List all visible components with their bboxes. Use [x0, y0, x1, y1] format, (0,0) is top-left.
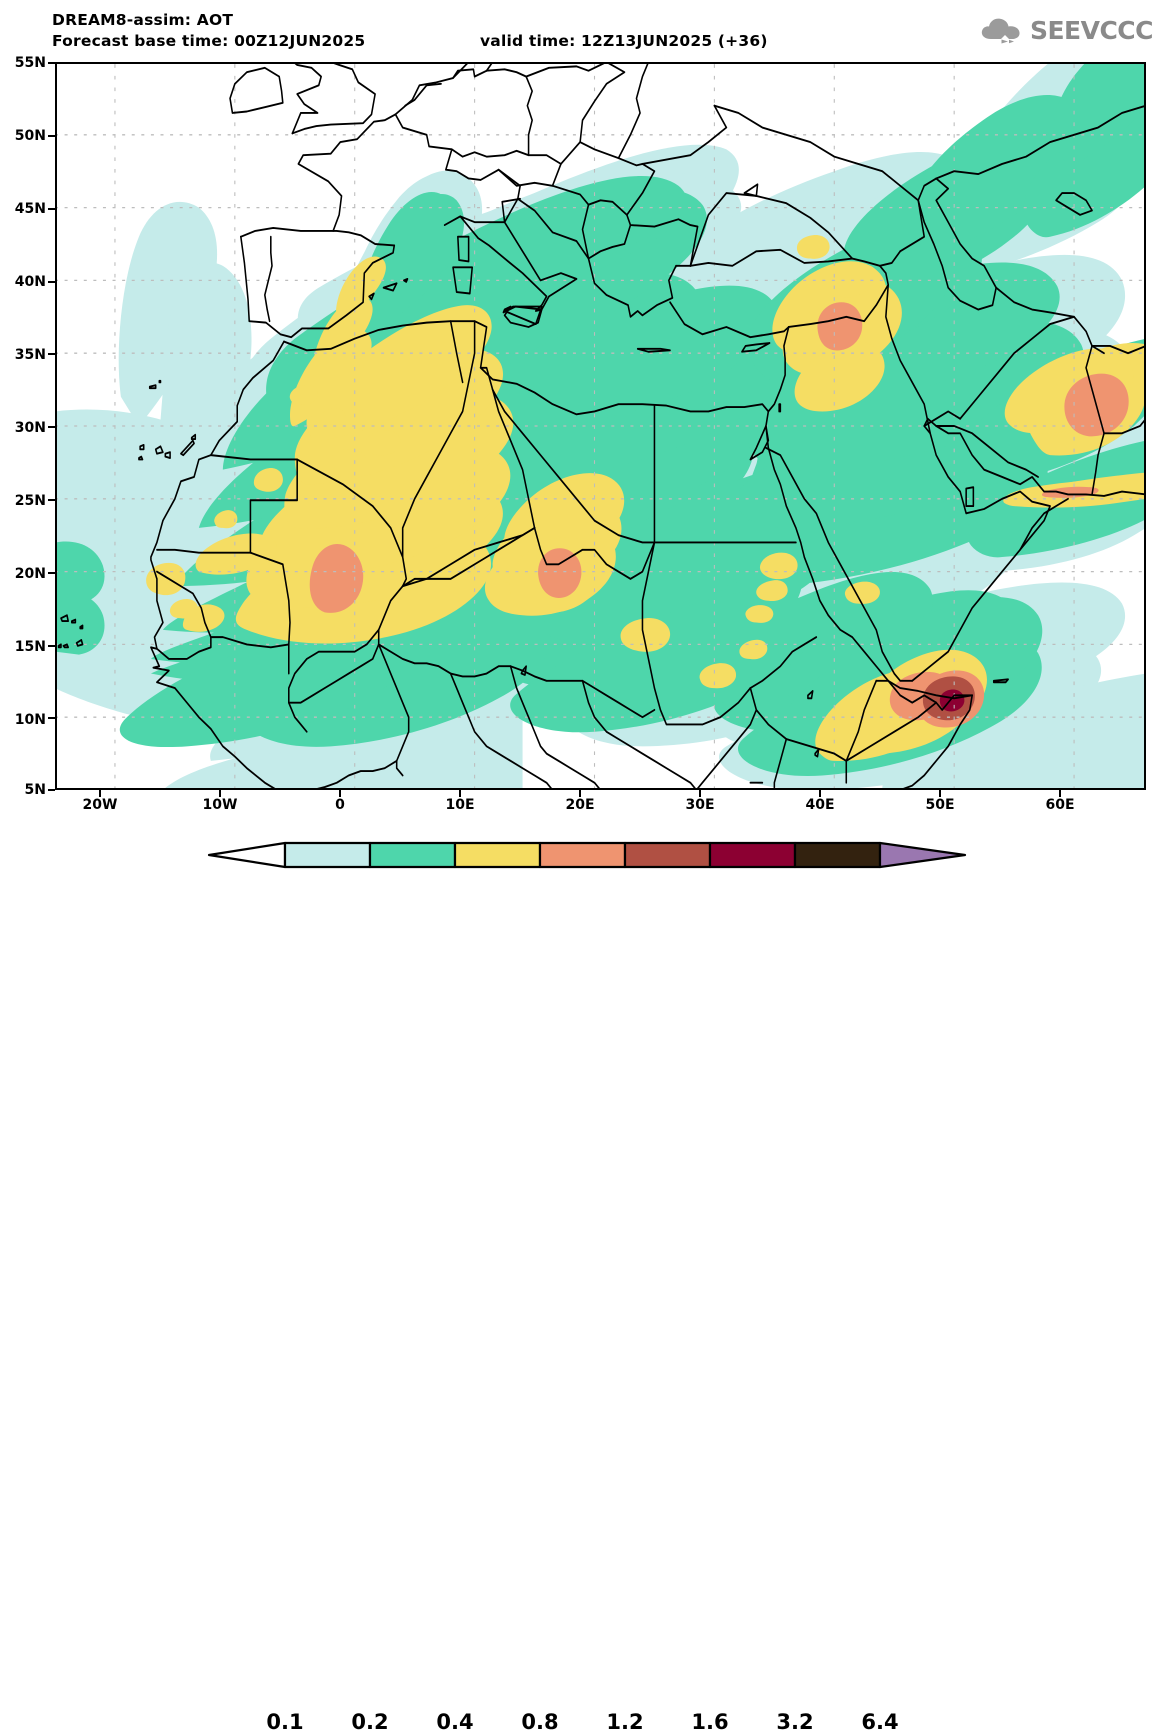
- y-tick-50N: [48, 135, 55, 137]
- colorbar-segment-0.4-0.8: [453, 841, 542, 869]
- colorbar-segment-under: [207, 841, 287, 869]
- y-tick-label-20N: 20N: [14, 566, 46, 582]
- map-coastlines: [57, 62, 1146, 790]
- x-tick-10W: [219, 790, 221, 797]
- x-tick-20W: [99, 790, 101, 797]
- colorbar[interactable]: 0.1 0.2 0.4 0.8 1.2 1.6 3.2 6.4: [207, 841, 967, 1734]
- map-gridlines: [55, 62, 1146, 790]
- x-tick-label-10E: 10E: [445, 797, 475, 813]
- logo-text: SEEVCCC: [1029, 15, 1154, 45]
- y-tick-label-55N: 55N: [14, 55, 46, 71]
- header: DREAM8-assim: AOT Forecast base time: 00…: [0, 0, 1165, 58]
- x-tick-10E: [459, 790, 461, 797]
- colorbar-tick-0.1: 0.1: [266, 1710, 304, 1734]
- x-tick-label-40E: 40E: [805, 797, 835, 813]
- x-tick-label-50E: 50E: [925, 797, 955, 813]
- cloud-icon: [981, 18, 1020, 44]
- colorbar-segment-0.1-0.2: [283, 841, 372, 869]
- y-tick-10N: [48, 717, 55, 719]
- x-tick-20E: [579, 790, 581, 797]
- y-tick-40N: [48, 281, 55, 283]
- colorbar-segment-0.2-0.4: [368, 841, 457, 869]
- colorbar-segment-3.2-6.4: [793, 841, 882, 869]
- y-tick-label-10N: 10N: [14, 712, 46, 728]
- colorbar-tick-1.6: 1.6: [691, 1710, 729, 1734]
- x-tick-label-10W: 10W: [202, 797, 238, 813]
- y-tick-label-35N: 35N: [14, 347, 46, 363]
- page-title: DREAM8-assim: AOT: [52, 11, 234, 29]
- x-tick-60E: [1059, 790, 1061, 797]
- colorbar-tick-3.2: 3.2: [776, 1710, 814, 1734]
- y-tick-30N: [48, 426, 55, 428]
- y-tick-label-45N: 45N: [14, 201, 46, 217]
- colorbar-segment-1.2-1.6: [623, 841, 712, 869]
- x-tick-40E: [819, 790, 821, 797]
- y-tick-label-5N: 5N: [24, 782, 46, 798]
- x-tick-0: [339, 790, 341, 797]
- y-tick-15N: [48, 645, 55, 647]
- x-tick-label-0: 0: [335, 797, 345, 813]
- valid-time-label: valid time: 12Z13JUN2025 (+36): [480, 32, 768, 50]
- map-canvas[interactable]: [55, 62, 1146, 790]
- x-tick-label-20E: 20E: [565, 797, 595, 813]
- x-tick-label-20W: 20W: [82, 797, 118, 813]
- x-tick-50E: [939, 790, 941, 797]
- colorbar-segment-1.6-3.2: [708, 841, 797, 869]
- forecast-base-time-label: Forecast base time: 00Z12JUN2025: [52, 32, 366, 50]
- y-tick-5N: [48, 789, 55, 791]
- colorbar-segment-0.8-1.2: [538, 841, 627, 869]
- colorbar-tick-6.4: 6.4: [861, 1710, 899, 1734]
- y-tick-25N: [48, 499, 55, 501]
- y-tick-label-15N: 15N: [14, 639, 46, 655]
- colorbar-tick-0.8: 0.8: [521, 1710, 559, 1734]
- y-tick-label-30N: 30N: [14, 420, 46, 436]
- x-tick-label-60E: 60E: [1045, 797, 1075, 813]
- colorbar-tick-1.2: 1.2: [606, 1710, 644, 1734]
- colorbar-tick-0.2: 0.2: [351, 1710, 389, 1734]
- y-tick-label-25N: 25N: [14, 493, 46, 509]
- colorbar-svg: [207, 841, 967, 869]
- y-tick-55N: [48, 62, 55, 64]
- forecast-map[interactable]: [55, 62, 1146, 790]
- x-tick-30E: [699, 790, 701, 797]
- y-tick-20N: [48, 572, 55, 574]
- y-tick-label-50N: 50N: [14, 128, 46, 144]
- y-tick-35N: [48, 353, 55, 355]
- x-tick-label-30E: 30E: [685, 797, 715, 813]
- y-tick-45N: [48, 208, 55, 210]
- colorbar-segment-over: [878, 841, 967, 869]
- colorbar-tick-0.4: 0.4: [436, 1710, 474, 1734]
- y-tick-label-40N: 40N: [14, 274, 46, 290]
- seevccc-logo: SEEVCCC: [979, 12, 1154, 48]
